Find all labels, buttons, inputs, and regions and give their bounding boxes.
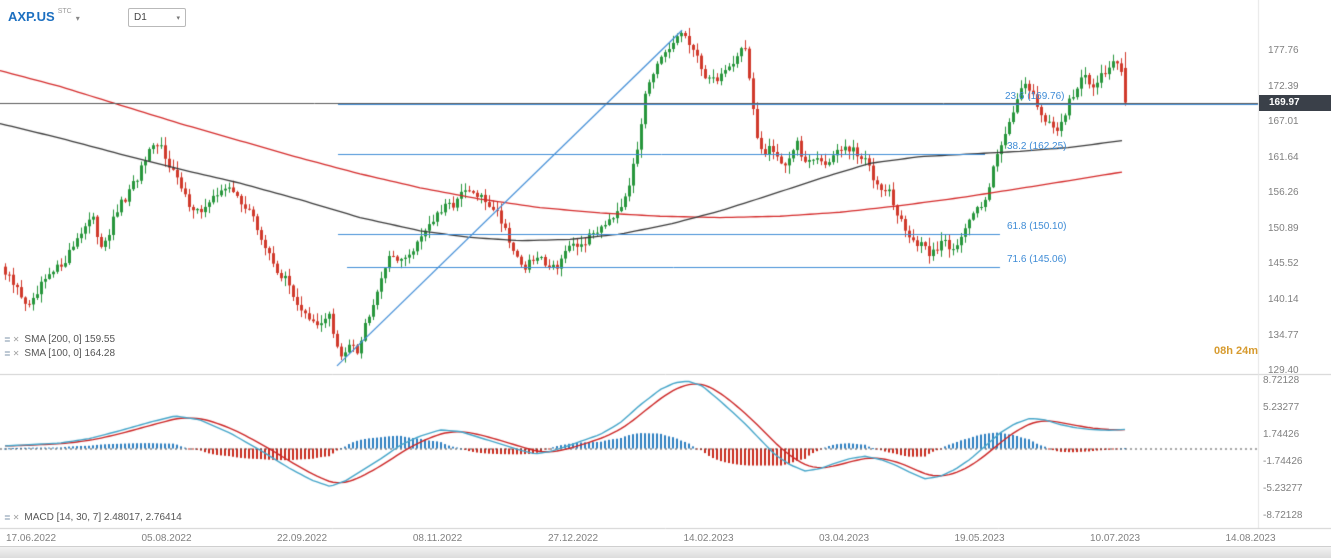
macd-legend-label: MACD [14, 30, 7] 2.48017, 2.76414 <box>24 512 182 523</box>
date-axis-label: 08.11.2022 <box>412 533 463 544</box>
date-axis-label: 05.08.2022 <box>141 533 192 544</box>
date-axis-label: 14.08.2023 <box>1225 533 1276 544</box>
date-axis-label: 17.06.2022 <box>5 533 57 544</box>
date-axis-label: 10.07.2023 <box>1089 533 1141 544</box>
instrument-header: AXP.US STC▾ <box>8 8 80 26</box>
fib-level-label: 38.2 (162.25) <box>1007 140 1067 152</box>
price-axis-label: 172.39 <box>1268 80 1299 92</box>
date-axis-label: 22.09.2022 <box>276 533 328 544</box>
fib-level-label: 23.6 (169.76) <box>1005 90 1065 102</box>
macd-axis-label: -8.72128 <box>1263 510 1303 521</box>
price-axis-label: 167.01 <box>1268 116 1299 128</box>
sma200-legend-label: SMA [200, 0] 159.55 <box>24 334 116 345</box>
indicator-settings-icon[interactable]: ≣ <box>4 335 11 344</box>
price-axis-label: 150.89 <box>1268 222 1299 234</box>
fib-level-label: 61.8 (150.10) <box>1007 221 1067 233</box>
indicator-settings-icon[interactable]: ≣ <box>4 349 11 358</box>
price-axis-label: 129.40 <box>1268 365 1299 377</box>
price-axis-label: 161.64 <box>1268 151 1299 163</box>
price-axis-label: 156.26 <box>1268 187 1299 199</box>
instrument-market-code: STC <box>57 8 72 15</box>
indicator-remove-icon[interactable]: ✕ <box>12 335 20 344</box>
macd-axis-label: -1.74426 <box>1263 456 1303 467</box>
timeframe-value: D1 <box>134 12 147 23</box>
macd-axis-label: 1.74426 <box>1263 428 1300 440</box>
sma100-legend-row: ≣ ✕ SMA [100, 0] 164.28 <box>4 348 115 359</box>
sma200-legend-row: ≣ ✕ SMA [200, 0] 159.55 <box>4 334 115 345</box>
timeframe-dropdown[interactable]: D1 ▾ <box>128 8 186 27</box>
current-price-badge: 169.97 <box>1259 95 1331 111</box>
sma100-legend-label: SMA [100, 0] 164.28 <box>24 348 116 359</box>
indicator-remove-icon[interactable]: ✕ <box>12 349 20 358</box>
date-axis-label: 03.04.2023 <box>818 533 870 544</box>
instrument-symbol[interactable]: AXP.US <box>8 9 55 24</box>
candle-countdown: 08h 24m <box>1213 345 1258 357</box>
price-axis-label: 145.52 <box>1268 258 1299 270</box>
indicator-settings-icon[interactable]: ≣ <box>4 513 11 522</box>
price-axis-label: 134.77 <box>1268 329 1299 341</box>
macd-axis-label: -5.23277 <box>1263 483 1303 494</box>
fib-level-label: 71.6 (145.06) <box>1007 254 1067 266</box>
macd-legend-row: ≣ ✕ MACD [14, 30, 7] 2.48017, 2.76414 <box>4 512 182 523</box>
date-axis-label: 19.05.2023 <box>954 533 1005 544</box>
macd-axis-label: 5.23277 <box>1263 401 1300 413</box>
macd-axis-label: 8.72128 <box>1263 374 1300 386</box>
price-axis-label: 140.14 <box>1268 294 1299 306</box>
date-axis-label: 27.12.2022 <box>547 533 599 544</box>
timeline-scrollbar[interactable] <box>0 546 1331 558</box>
symbol-chevron-down-icon[interactable]: ▾ <box>75 14 80 23</box>
price-axis-label: 177.76 <box>1268 45 1299 56</box>
timeframe-chevron-down-icon: ▾ <box>176 14 180 22</box>
indicator-remove-icon[interactable]: ✕ <box>12 513 20 522</box>
date-axis-label: 14.02.2023 <box>683 533 734 544</box>
